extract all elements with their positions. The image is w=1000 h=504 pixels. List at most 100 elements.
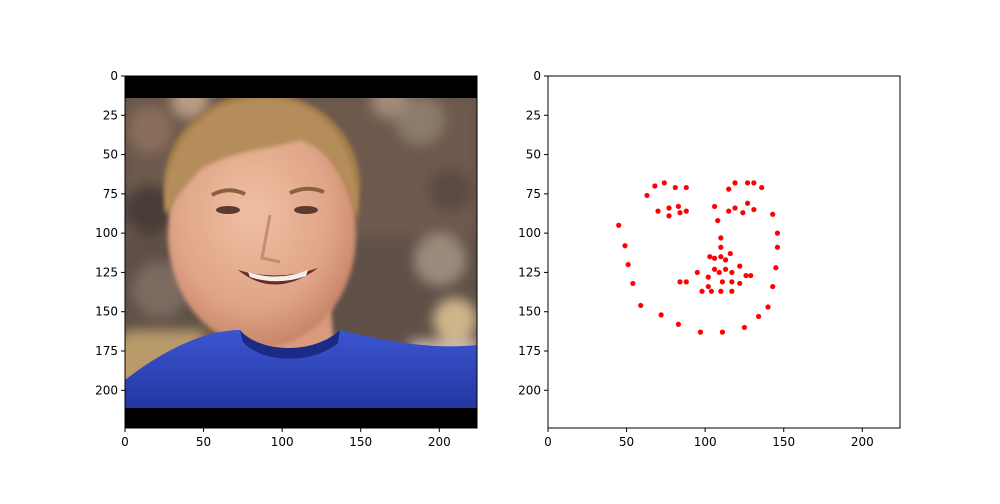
image-axes: 0 50 100 150 200 0 25 50 75 100 125 150 175 200 [95,69,478,449]
face-photo [125,76,477,428]
landmark-point [675,321,682,327]
landmark-point [770,211,776,217]
image-xtick-label: 50 [196,435,211,449]
landmark-point [744,180,751,186]
landmark-xtick-label: 100 [694,435,717,449]
landmark-point [722,257,729,263]
landmark-ytick-label: 25 [526,108,541,122]
landmark-ytick-label: 75 [526,187,541,201]
landmark-ytick-label: 175 [518,344,541,358]
landmark-point [718,244,724,250]
landmark-point [774,244,781,250]
image-ytick-label: 175 [95,344,118,358]
image-xtick-label: 0 [121,435,129,449]
landmark-point [715,217,721,224]
image-xtick-label: 150 [349,435,372,449]
landmark-point [737,280,743,287]
landmark-point [708,288,715,294]
image-xtick-label: 100 [271,435,294,449]
landmark-point [755,313,762,320]
landmark-axes-frame [547,75,901,429]
image-ytick-label: 25 [103,108,118,122]
landmark-point [765,304,771,310]
image-ytick-label: 100 [95,226,118,240]
landmark-point [759,184,765,191]
landmark-point [743,272,749,279]
landmark-point [748,272,754,279]
landmark-point [705,274,711,280]
landmark-point [744,200,751,206]
landmark-point [719,279,726,285]
landmark-point [622,243,628,249]
landmark-point [652,183,658,189]
landmark-point [732,180,738,186]
landmark-point [672,184,678,191]
landmark-point [630,280,636,287]
landmark-axes: 0 50 100 150 200 0 25 50 75 100 125 150 175 200 [518,69,901,449]
landmark-ytick-label: 150 [518,305,541,319]
landmark-plot-area [548,76,900,428]
landmark-point [655,208,661,214]
landmark-point [677,279,683,285]
image-ytick-label: 50 [103,148,118,162]
landmark-point [719,329,726,335]
landmark-xtick-label: 150 [772,435,795,449]
landmark-point [727,250,733,257]
landmark-point [726,208,732,214]
landmark-xtick-label: 200 [851,435,874,449]
landmark-point [616,222,622,228]
landmark-point [707,254,713,260]
landmark-point [729,279,735,285]
image-axes-ticks: 0 50 100 150 200 0 25 50 75 100 125 150 175 200 [95,69,451,449]
landmark-axes-ticks: 0 50 100 150 200 0 25 50 75 100 125 150 175 200 [518,69,874,449]
landmark-point [638,302,644,309]
landmark-point [699,288,705,294]
image-ytick-label: 125 [95,265,118,279]
landmark-point [716,269,722,276]
landmark-ytick-label: 50 [526,148,541,162]
landmark-ytick-label: 0 [533,69,541,83]
landmark-point [718,254,724,260]
landmark-point [677,210,683,216]
landmark-ytick-label: 200 [518,383,541,397]
landmark-ytick-label: 100 [518,226,541,240]
landmark-point [675,203,682,210]
landmark-point [726,186,732,192]
landmark-point [666,213,672,219]
landmark-point [773,265,779,271]
landmark-point [737,263,743,269]
landmark-point [658,312,664,318]
landmark-point [770,283,776,290]
landmark-point [740,210,746,216]
image-ytick-label: 0 [110,69,118,83]
landmark-point [705,283,711,290]
landmark-point [751,180,757,186]
image-axes-frame [124,75,478,429]
landmark-point [666,205,672,211]
landmark-point [751,206,757,213]
landmark-point [718,235,724,241]
landmark-point [697,329,704,335]
image-xtick-label: 200 [428,435,451,449]
landmark-point [683,208,689,214]
landmark-point [683,184,689,191]
landmark-point [711,255,718,261]
landmark-point [683,279,689,285]
landmark-point [711,266,718,272]
landmark-point [729,288,735,294]
landmark-xtick-label: 0 [544,435,552,449]
landmark-point [644,192,650,199]
landmark-point [774,230,781,236]
landmark-point [718,288,724,294]
landmark-point [711,203,718,210]
landmark-point [732,205,738,211]
landmark-xtick-label: 50 [619,435,634,449]
landmark-point [722,266,729,272]
landmark-point [729,269,735,276]
landmark-point [661,180,667,186]
landmark-point [625,261,631,268]
landmark-ytick-label: 125 [518,265,541,279]
image-ytick-label: 75 [103,187,118,201]
landmark-point [694,269,700,276]
